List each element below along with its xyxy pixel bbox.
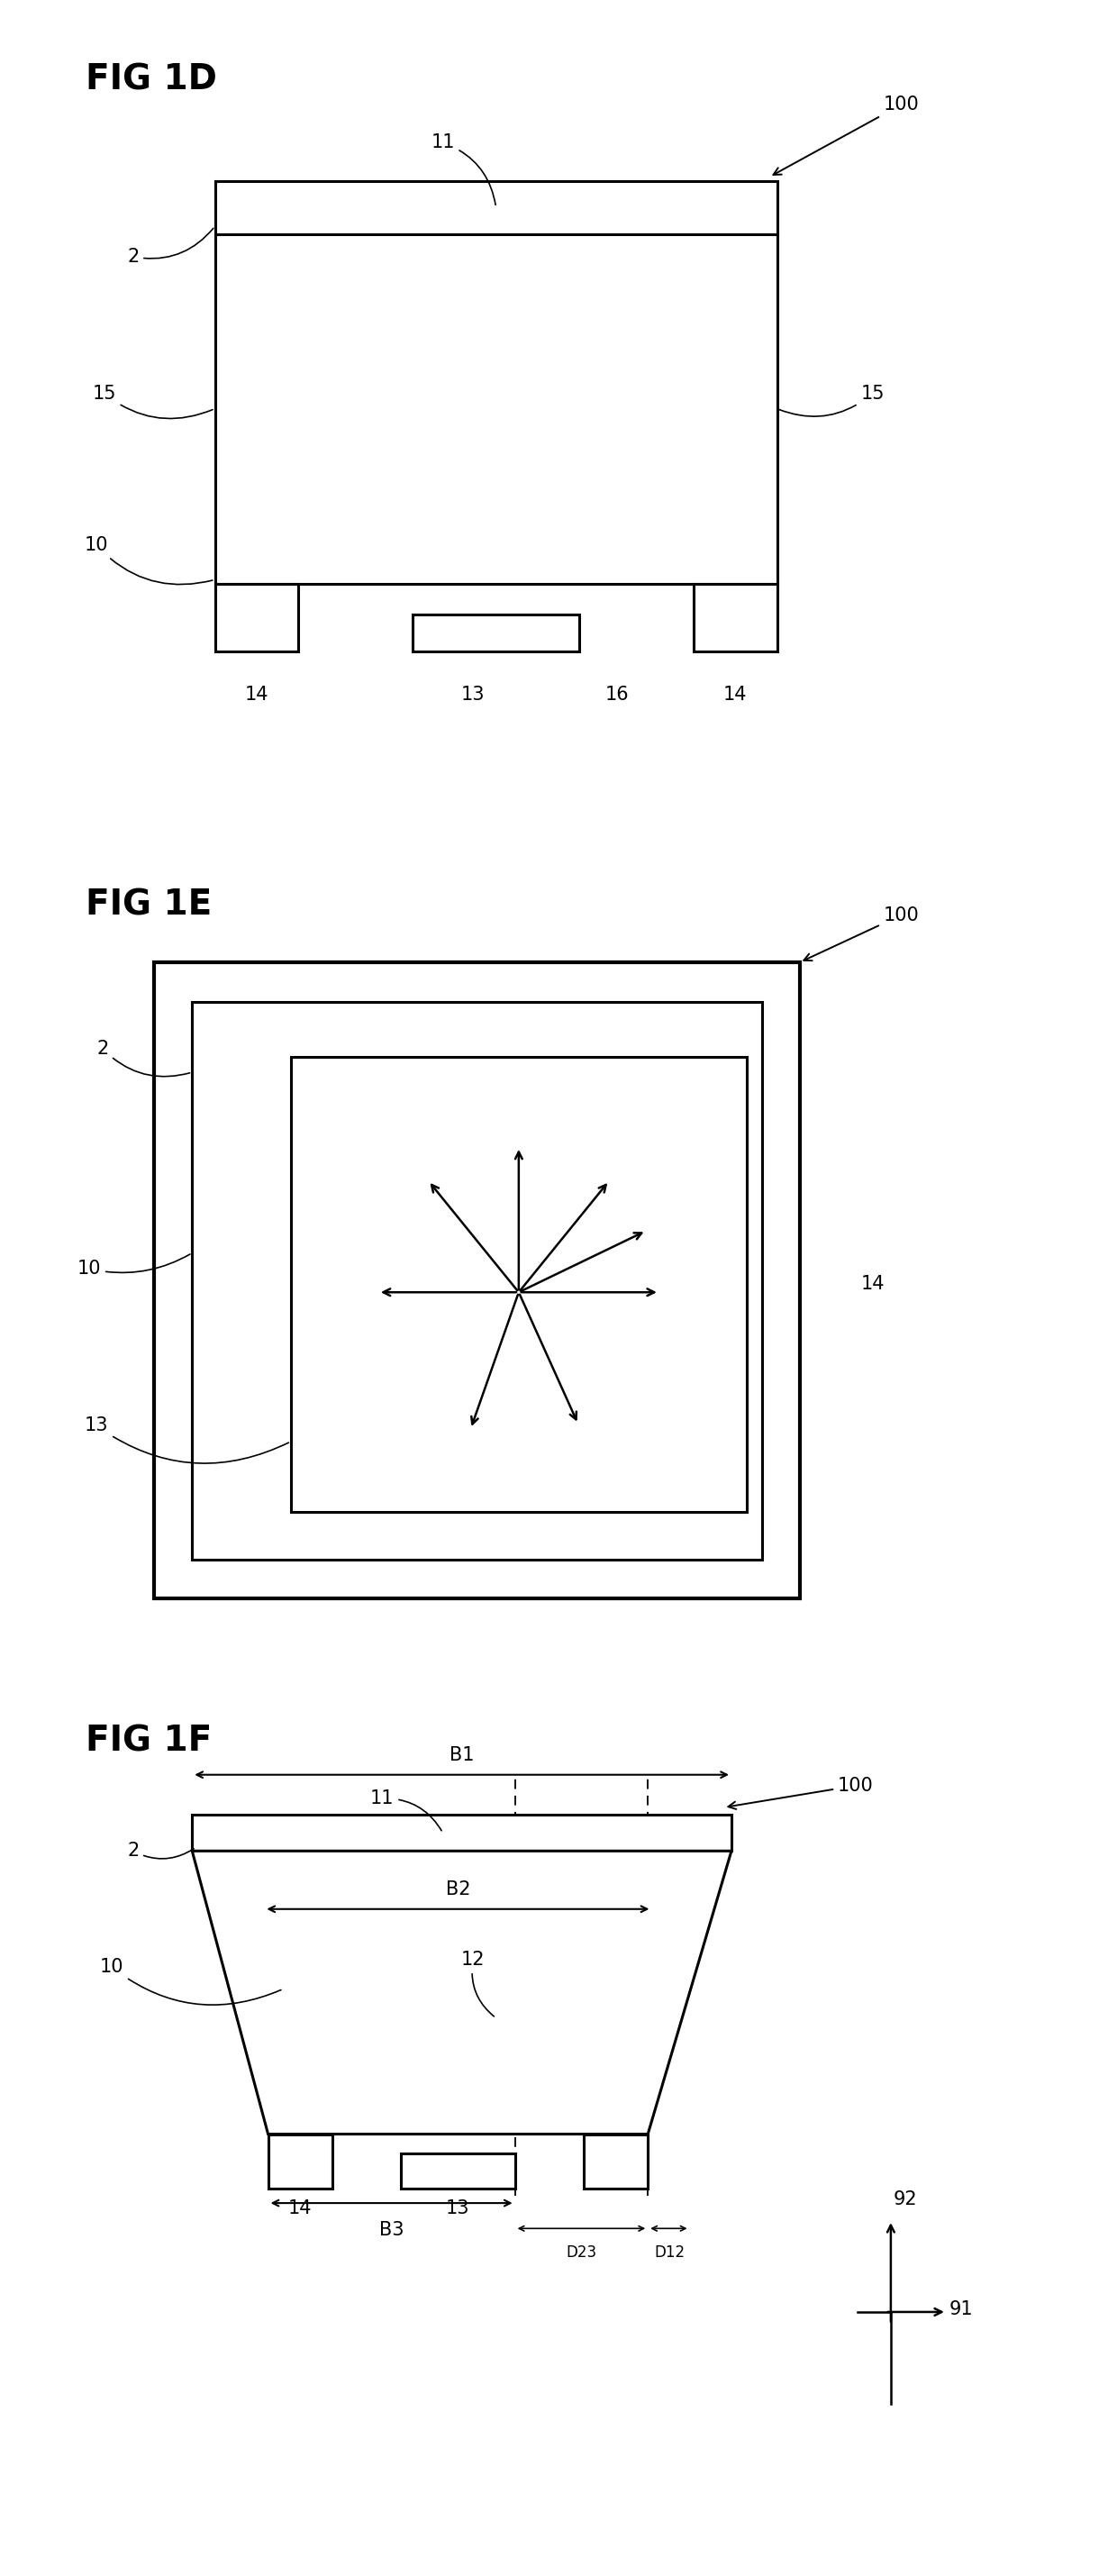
Bar (192, 1814, 732, 1852)
Polygon shape (192, 1852, 732, 2133)
Bar (401, 2154, 515, 2190)
Text: D23: D23 (566, 2244, 596, 2262)
Text: B2: B2 (446, 1880, 470, 1899)
Text: 2: 2 (127, 1842, 194, 1860)
Text: 100: 100 (804, 907, 919, 961)
Bar (154, 963, 800, 1600)
Text: FIG 1E: FIG 1E (86, 889, 212, 922)
Text: 14: 14 (288, 2200, 313, 2218)
Text: 10: 10 (85, 536, 212, 585)
Text: FIG 1F: FIG 1F (86, 1723, 212, 1759)
Bar (214, 234, 777, 582)
Text: 15: 15 (93, 384, 212, 417)
Text: 14: 14 (724, 685, 747, 703)
Text: 12: 12 (461, 1950, 494, 2017)
Text: 11: 11 (431, 134, 496, 206)
Bar (268, 2133, 333, 2190)
Text: FIG 1D: FIG 1D (86, 62, 217, 98)
Text: 91‴: 91‴ (304, 1103, 426, 1177)
Bar (192, 1002, 762, 1558)
Bar (694, 582, 777, 652)
Text: 100: 100 (728, 1777, 873, 1808)
Bar (214, 180, 777, 234)
Text: 15: 15 (780, 384, 885, 417)
Text: 11: 11 (370, 1790, 441, 1832)
Bar (290, 1056, 746, 1512)
Text: B3: B3 (379, 2221, 404, 2239)
Text: 92: 92 (894, 2190, 917, 2208)
Text: 13: 13 (446, 2200, 470, 2218)
Text: 14: 14 (245, 685, 268, 703)
Text: 91": 91" (541, 1103, 634, 1167)
Text: 13: 13 (461, 685, 485, 703)
Bar (214, 582, 298, 652)
Text: 91': 91' (428, 1427, 510, 1492)
Text: 2: 2 (97, 1041, 190, 1077)
Text: 10: 10 (99, 1958, 281, 2004)
Text: 10: 10 (77, 1255, 190, 1278)
Text: D12: D12 (653, 2244, 685, 2262)
Text: 2: 2 (127, 229, 213, 265)
Text: 100: 100 (773, 95, 919, 175)
Text: 91: 91 (661, 1293, 741, 1332)
Bar (412, 613, 580, 652)
Text: 14: 14 (860, 1275, 885, 1293)
Text: B1: B1 (449, 1747, 474, 1765)
Text: 13: 13 (85, 1417, 288, 1463)
Text: 16: 16 (605, 685, 630, 703)
Text: 91: 91 (949, 2300, 973, 2318)
Bar (583, 2133, 648, 2190)
